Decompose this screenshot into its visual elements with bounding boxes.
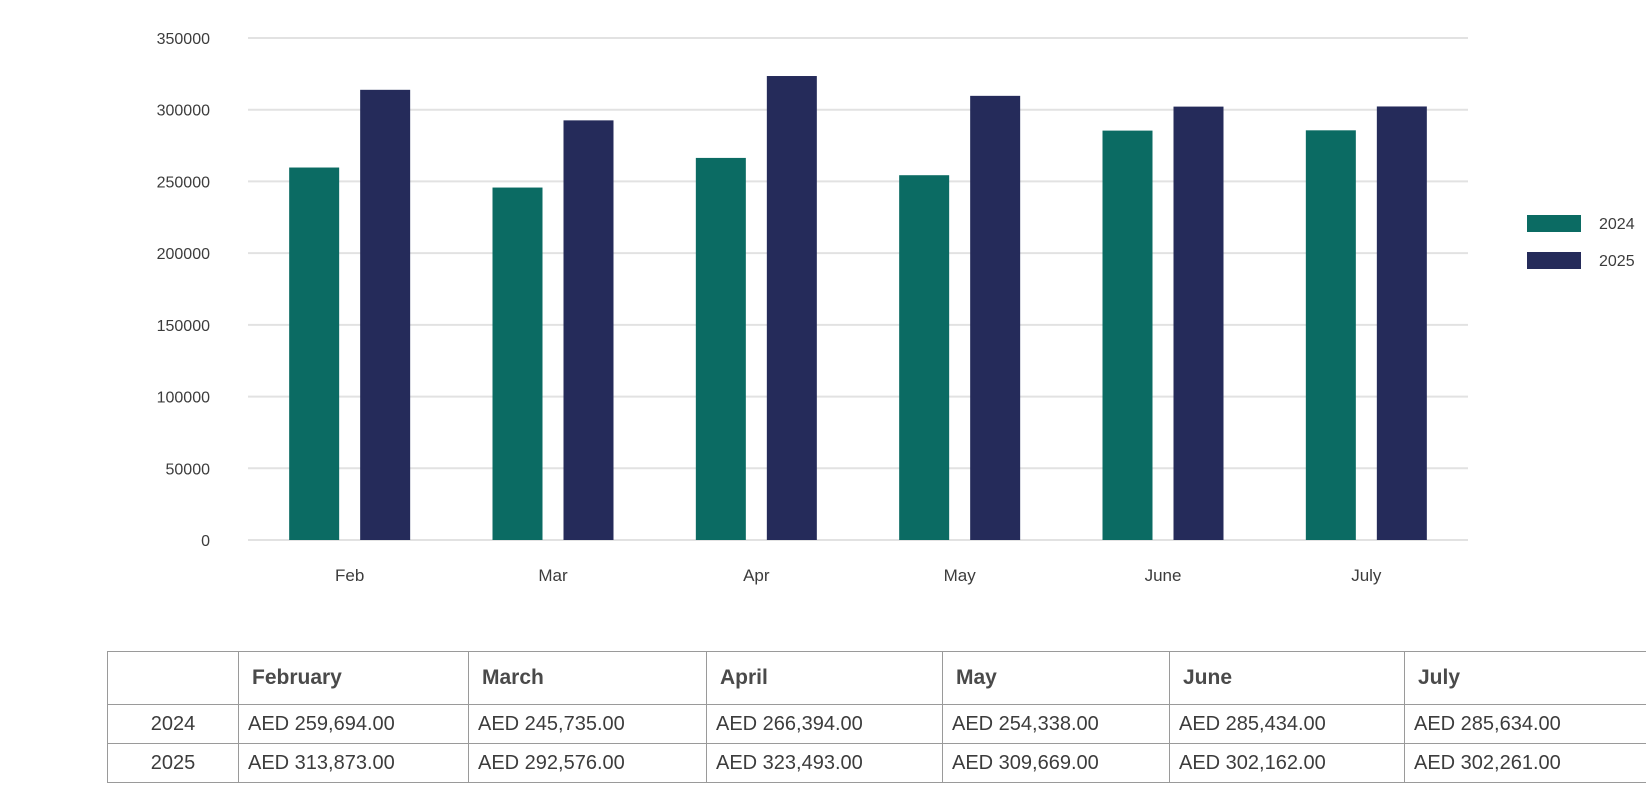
bar-2025-may <box>970 95 1021 540</box>
table-row-label: 2024 <box>107 704 239 744</box>
y-tick-label: 100000 <box>157 390 210 407</box>
table-header-april: April <box>706 651 943 705</box>
table-header-july: July <box>1404 651 1646 705</box>
table-cell: AED 285,434.00 <box>1169 704 1405 744</box>
table-cell: AED 245,735.00 <box>468 704 707 744</box>
y-tick-label: 350000 <box>157 31 210 48</box>
table-header-empty <box>107 651 239 705</box>
table-row: 2025 AED 313,873.00 AED 292,576.00 AED 3… <box>107 743 1646 783</box>
y-tick-label: 300000 <box>157 103 210 120</box>
table-cell: AED 313,873.00 <box>238 743 469 783</box>
bar-2024-mar <box>492 187 543 540</box>
table-cell: AED 323,493.00 <box>706 743 943 783</box>
bar-2024-june <box>1102 130 1153 541</box>
x-tick-label: Feb <box>335 566 364 585</box>
legend-label-2025: 2025 <box>1599 253 1635 270</box>
y-axis-ticks: 0 50000 100000 150000 200000 250000 300000 3500… <box>157 31 210 550</box>
data-table: February March April May June July 2024 … <box>107 651 1646 783</box>
table-header-february: February <box>238 651 469 705</box>
bar-2025-july <box>1376 106 1427 540</box>
bar-2024-apr <box>695 157 746 540</box>
table-row-label: 2025 <box>107 743 239 783</box>
bar-2024-july <box>1305 130 1356 541</box>
table-header-june: June <box>1169 651 1405 705</box>
x-tick-label: Apr <box>743 566 770 585</box>
legend-label-2024: 2024 <box>1599 216 1635 233</box>
table-row: 2024 AED 259,694.00 AED 245,735.00 AED 2… <box>107 704 1646 744</box>
x-tick-label: May <box>944 566 977 585</box>
y-tick-label: 200000 <box>157 246 210 263</box>
y-tick-label: 250000 <box>157 174 210 191</box>
table-cell: AED 285,634.00 <box>1404 704 1646 744</box>
table-header-row: February March April May June July <box>107 651 1646 705</box>
table-cell: AED 309,669.00 <box>942 743 1170 783</box>
legend-swatch-2024 <box>1527 215 1581 232</box>
bar-chart: 0 50000 100000 150000 200000 250000 300000 3500… <box>157 31 1635 585</box>
bar-2024-feb <box>289 167 340 541</box>
table-header-march: March <box>468 651 707 705</box>
table-cell: AED 292,576.00 <box>468 743 707 783</box>
table-cell: AED 266,394.00 <box>706 704 943 744</box>
table-cell: AED 302,162.00 <box>1169 743 1405 783</box>
x-tick-label: Mar <box>538 566 568 585</box>
y-tick-label: 50000 <box>166 461 211 478</box>
bar-2025-mar <box>563 120 614 540</box>
chart-grid <box>248 37 1468 541</box>
bar-2025-june <box>1173 106 1224 541</box>
x-axis-labels: Feb Mar Apr May June July <box>335 566 1382 585</box>
legend-swatch-2025 <box>1527 252 1581 269</box>
table-cell: AED 259,694.00 <box>238 704 469 744</box>
table-header-may: May <box>942 651 1170 705</box>
bar-2025-apr <box>766 76 817 540</box>
bar-2025-feb <box>360 89 411 540</box>
chart-bars <box>289 76 1427 541</box>
x-tick-label: June <box>1145 566 1182 585</box>
table-cell: AED 254,338.00 <box>942 704 1170 744</box>
y-tick-label: 0 <box>201 533 210 550</box>
y-tick-label: 150000 <box>157 318 210 335</box>
x-tick-label: July <box>1351 566 1382 585</box>
table-cell: AED 302,261.00 <box>1404 743 1646 783</box>
bar-2024-may <box>899 175 950 540</box>
chart-legend: 2024 2025 <box>1527 215 1635 270</box>
